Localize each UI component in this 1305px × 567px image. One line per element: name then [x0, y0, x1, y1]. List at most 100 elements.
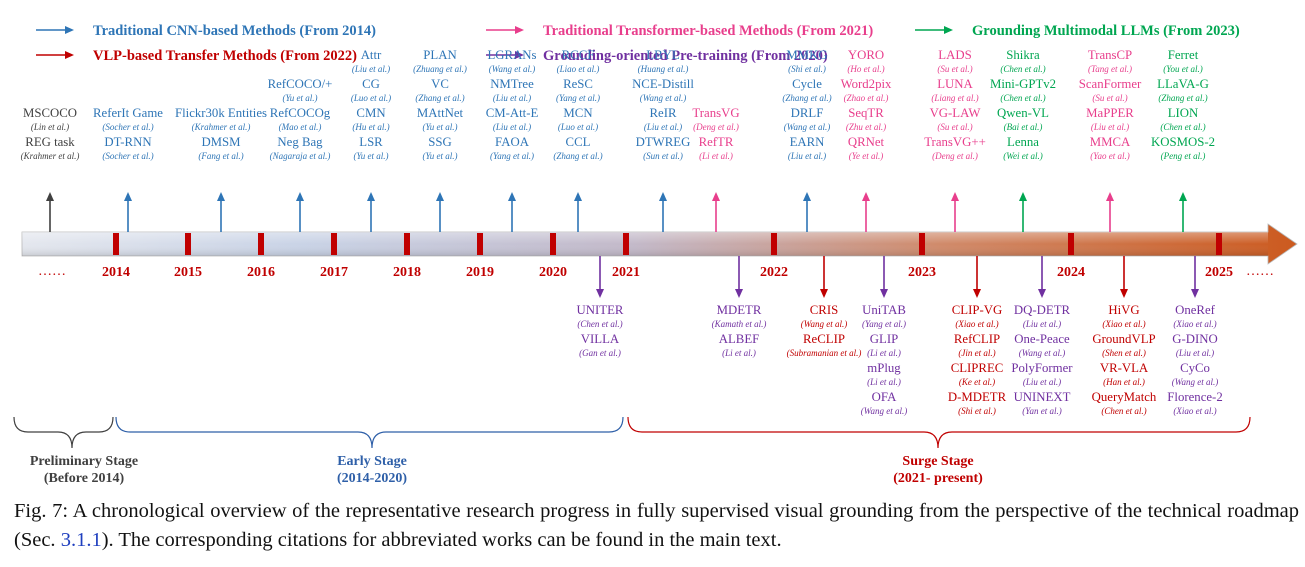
- caption-text-before: Fig. 7: A chronological overview of the …: [14, 500, 1299, 551]
- year-label: 2019: [466, 265, 494, 280]
- method-name: VC: [431, 77, 449, 91]
- year-tick: [550, 233, 556, 255]
- method-citation: (Han et al.): [1103, 377, 1145, 387]
- above-groups: MSCOCO (Lin et al.) REG task (Krahmer et al…: [21, 48, 1215, 232]
- year-tick: [1068, 233, 1074, 255]
- legend-label: Traditional Transformer-based Methods (F…: [543, 23, 873, 39]
- above-group: Shikra (Chen et al.) Mini-GPTv2 (Chen et al…: [990, 48, 1056, 232]
- arrowhead: [65, 26, 74, 34]
- method-citation: (Jin et al.): [958, 348, 995, 358]
- method-citation: (Li et al.): [699, 151, 733, 161]
- method-citation: (Su et al.): [937, 122, 972, 132]
- method-citation: (Liu et al.): [493, 122, 531, 132]
- method-citation: (Liu et al.): [1176, 348, 1214, 358]
- method-name: LBYL: [646, 48, 680, 62]
- method-name: MaPPER: [1086, 106, 1134, 120]
- method-citation: (Liu et al.): [644, 122, 682, 132]
- method-citation: (Li et al.): [722, 348, 756, 358]
- method-citation: (Wang et al.): [489, 64, 535, 74]
- legend-entry: Grounding-oriented Pre-training (From 20…: [486, 48, 828, 64]
- method-citation: (Shi et al.): [788, 64, 826, 74]
- method-citation: (Chen et al.): [1000, 93, 1045, 103]
- method-citation: (Socher et al.): [102, 122, 153, 132]
- method-citation: (Wang et al.): [801, 319, 847, 329]
- method-citation: (Liu et al.): [788, 151, 826, 161]
- method-name: MDETR: [717, 303, 762, 317]
- method-name: G-DINO: [1172, 332, 1218, 346]
- arrowhead: [944, 26, 953, 34]
- method-name: EARN: [790, 135, 825, 149]
- arrowhead: [820, 289, 828, 298]
- method-name: ReferIt Game: [93, 106, 163, 120]
- year-label: 2021: [612, 265, 640, 280]
- method-name: ALBEF: [719, 332, 760, 346]
- method-citation: (Wei et al.): [1003, 151, 1042, 161]
- above-group: Attr (Liu et al.) CG (Luo et al.) CMN (Hu et …: [351, 48, 391, 232]
- caption-text-after: ). The corresponding citations for abbre…: [101, 529, 782, 551]
- arrowhead: [1120, 289, 1128, 298]
- method-citation: (Deng et al.): [932, 151, 978, 161]
- method-name: GLIP: [870, 332, 898, 346]
- section-reference-link[interactable]: 3.1.1: [60, 529, 102, 551]
- ellipsis-right: ……: [1246, 264, 1274, 279]
- method-citation: (Yan et al.): [1022, 406, 1061, 416]
- method-citation: (Zhang et al.): [1158, 93, 1207, 103]
- method-name: DMSM: [201, 135, 240, 149]
- method-citation: (Xiao et al.): [1173, 406, 1216, 416]
- method-name: LADS: [938, 48, 971, 62]
- method-citation: (Ho et al.): [847, 64, 884, 74]
- year-tick: [919, 233, 925, 255]
- method-name: Qwen-VL: [997, 106, 1049, 120]
- method-citation: (Yang et al.): [862, 319, 906, 329]
- method-citation: (Krahmer et al.): [21, 151, 80, 161]
- year-label: 2022: [760, 265, 788, 280]
- legend-entry: Grounding Multimodal LLMs (From 2023): [915, 23, 1240, 39]
- method-name: MCN: [563, 106, 592, 120]
- method-citation: (Deng et al.): [693, 122, 739, 132]
- year-label: 2017: [320, 265, 348, 280]
- method-name: QueryMatch: [1092, 390, 1157, 404]
- arrowhead: [951, 192, 959, 201]
- method-name: CM-Att-E: [486, 106, 539, 120]
- below-group: MDETR (Kamath et al.) ALBEF (Li et al.): [712, 256, 767, 358]
- method-name: UniTAB: [862, 303, 906, 317]
- method-name: OFA: [872, 390, 897, 404]
- method-name: RefCOCO/+: [268, 77, 333, 91]
- method-name: CMN: [356, 106, 385, 120]
- above-group: TransVG (Deng et al.) RefTR (Li et al.): [692, 106, 740, 232]
- method-citation: (Gan et al.): [579, 348, 621, 358]
- method-name: DT-RNN: [104, 135, 151, 149]
- method-name: Attr: [361, 48, 382, 62]
- method-citation: (Wang et al.): [861, 406, 907, 416]
- year-label: 2018: [393, 265, 421, 280]
- arrowhead: [1019, 192, 1027, 201]
- above-group: MMKG (Shi et al.) Cycle (Zhang et al.) DRLF (…: [782, 48, 832, 232]
- method-name: CyCo: [1180, 361, 1210, 375]
- year-label: 2014: [102, 265, 130, 280]
- method-name: Word2pix: [841, 77, 892, 91]
- method-citation: (Kamath et al.): [712, 319, 767, 329]
- year-label: 2015: [174, 265, 202, 280]
- method-name: Flickr30k Entities: [175, 106, 267, 120]
- method-citation: (Liu et al.): [352, 64, 390, 74]
- legend-label: VLP-based Transfer Methods (From 2022): [93, 48, 357, 64]
- method-citation: (Yu et al.): [423, 151, 458, 161]
- ellipsis-left: ……: [38, 264, 66, 279]
- method-citation: (Tang et al.): [1088, 64, 1132, 74]
- method-name: CCL: [566, 135, 591, 149]
- legend-label: Traditional CNN-based Methods (From 2014…: [93, 23, 376, 39]
- above-group: LADS (Su et al.) LUNA (Liang et al.) VG-LAW (…: [924, 48, 986, 232]
- method-name: RCCF: [562, 48, 595, 62]
- below-group: UniTAB (Yang et al.) GLIP (Li et al.) mPlug (…: [861, 256, 907, 416]
- method-name: OneRef: [1175, 303, 1216, 317]
- method-citation: (Xiao et al.): [1102, 319, 1145, 329]
- method-name: VR-VLA: [1100, 361, 1149, 375]
- method-name: Neg Bag: [277, 135, 323, 149]
- method-citation: (Zhang et al.): [553, 151, 602, 161]
- year-label: 2023: [908, 265, 936, 280]
- arrowhead: [296, 192, 304, 201]
- above-group: MSCOCO (Lin et al.) REG task (Krahmer et al…: [21, 106, 80, 232]
- stage-name: Surge Stage: [902, 454, 973, 469]
- below-group: CLIP-VG (Xiao et al.) RefCLIP (Jin et al.) C…: [948, 256, 1007, 416]
- arrowhead: [515, 26, 524, 34]
